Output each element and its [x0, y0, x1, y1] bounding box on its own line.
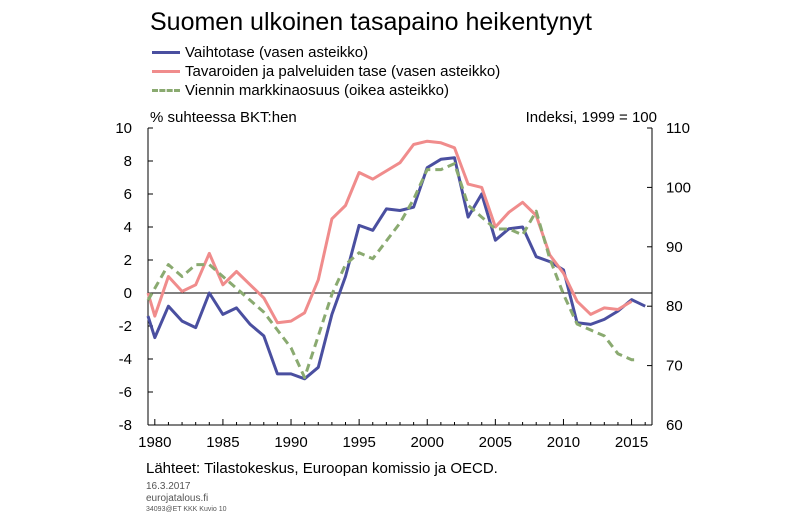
legend-swatch-vaihtotase [152, 51, 180, 54]
legend-label-vaihtotase: Vaihtotase (vasen asteikko) [185, 44, 369, 61]
series-line-2 [146, 162, 639, 379]
legend-item-tavaroiden-tase: Tavaroiden ja palveluiden tase (vasen as… [152, 62, 500, 81]
x-tick-label: 1980 [138, 434, 171, 451]
chart-title: Suomen ulkoinen tasapaino heikentynyt [150, 8, 592, 36]
left-y-tick-label: 8 [124, 153, 132, 170]
right-y-tick-label: 70 [666, 358, 683, 375]
series-line-0 [146, 156, 646, 381]
left-y-tick-label: 2 [124, 252, 132, 269]
x-tick-label: 2015 [615, 434, 648, 451]
x-tick-label: 1995 [342, 434, 375, 451]
x-tick-label: 2000 [411, 434, 444, 451]
chart-legend: Vaihtotase (vasen asteikko) Tavaroiden j… [152, 43, 500, 100]
right-y-tick-label: 80 [666, 298, 683, 315]
source-note: Lähteet: Tilastokeskus, Euroopan komissi… [146, 460, 498, 477]
left-axis-unit-label: % suhteessa BKT:hen [150, 109, 297, 126]
legend-label-tavaroiden-tase: Tavaroiden ja palveluiden tase (vasen as… [185, 63, 501, 80]
x-tick-label: 1990 [274, 434, 307, 451]
series-line-1 [146, 139, 633, 325]
right-y-tick-label: 100 [666, 179, 691, 196]
legend-label-markkinaosuus: Viennin markkinaosuus (oikea asteikko) [185, 82, 450, 99]
left-y-tick-label: -8 [119, 417, 132, 434]
right-y-tick-label: 60 [666, 417, 683, 434]
legend-item-markkinaosuus: Viennin markkinaosuus (oikea asteikko) [152, 81, 500, 100]
right-axis-unit-label: Indeksi, 1999 = 100 [525, 109, 657, 126]
right-y-tick-label: 110 [666, 120, 690, 137]
legend-swatch-markkinaosuus [152, 89, 180, 92]
left-y-tick-label: -4 [119, 351, 132, 368]
figure-code: 34093@ET KKK Kuvio 10 [146, 506, 227, 513]
site-name: eurojatalous.fi [146, 493, 209, 504]
legend-swatch-tavaroiden-tase [152, 70, 180, 73]
publish-date: 16.3.2017 [146, 481, 191, 492]
right-y-tick-label: 90 [666, 239, 683, 256]
x-tick-label: 2010 [547, 434, 580, 451]
left-y-tick-label: -6 [119, 384, 132, 401]
x-tick-label: 2005 [479, 434, 512, 451]
legend-item-vaihtotase: Vaihtotase (vasen asteikko) [152, 43, 500, 62]
left-y-tick-label: -2 [119, 318, 132, 335]
left-y-tick-label: 6 [124, 186, 132, 203]
x-tick-label: 1985 [206, 434, 239, 451]
left-y-tick-label: 10 [115, 120, 132, 137]
left-y-tick-label: 0 [124, 285, 132, 302]
left-y-tick-label: 4 [124, 219, 132, 236]
